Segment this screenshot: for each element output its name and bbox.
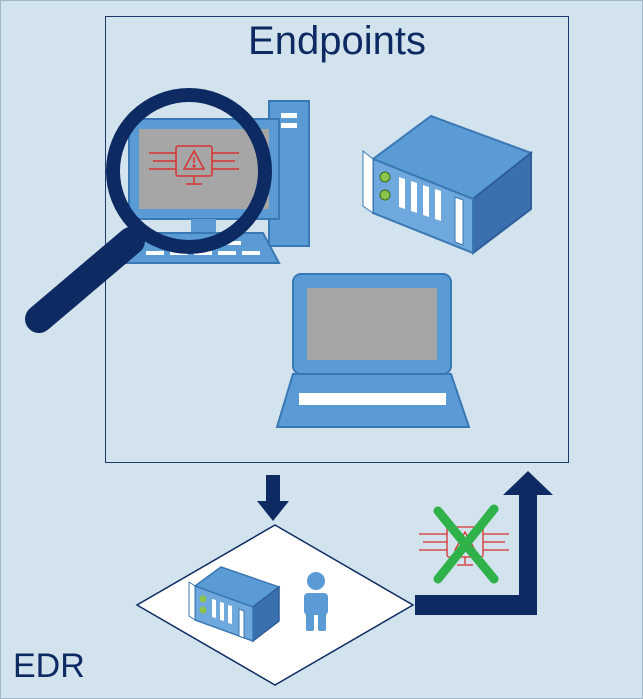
down-arrow	[257, 475, 289, 521]
edr-label: EDR	[13, 647, 85, 685]
endpoints-title: Endpoints	[248, 19, 426, 63]
alert-chip-icon	[149, 145, 239, 185]
person-icon	[304, 572, 328, 631]
green-x-icon	[433, 504, 499, 584]
server-icon	[188, 566, 281, 643]
server-icon	[362, 114, 534, 256]
return-arrow	[415, 471, 553, 615]
magnifying-glass-icon	[25, 88, 272, 333]
laptop-icon	[275, 273, 471, 428]
endpoints-box	[105, 16, 569, 463]
